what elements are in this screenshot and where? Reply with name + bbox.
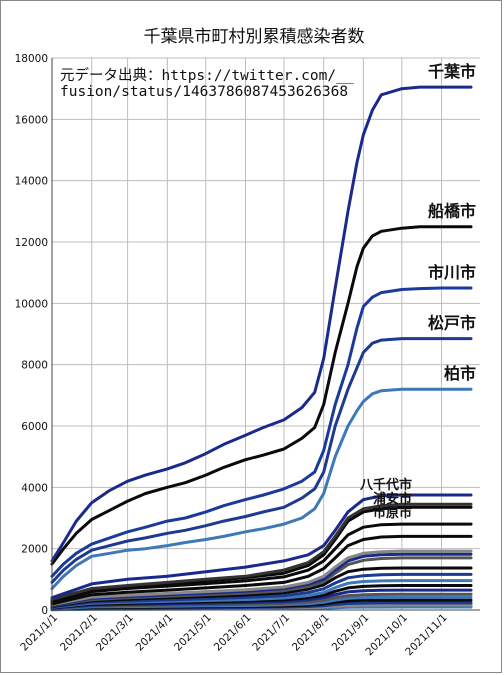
y-tick-label: 4000	[21, 482, 48, 494]
y-tick-label: 2000	[21, 544, 48, 556]
x-tick-label: 2021/2/1	[58, 612, 100, 654]
source-note-line1: 元データ出典：https://twitter.com/__	[60, 66, 354, 84]
series-line-松戸市	[50, 337, 473, 584]
series-label-市原市: 市原市	[373, 505, 412, 521]
series-label-浦安市: 浦安市	[373, 491, 412, 507]
series-line-八千代市	[50, 493, 473, 600]
series-label-船橋市: 船橋市	[428, 202, 476, 221]
series-label-八千代市: 八千代市	[359, 477, 412, 493]
chart-title: 千葉県市町村別累積感染者数	[144, 27, 365, 47]
x-tick-label: 2021/7/1	[250, 612, 292, 654]
series-line-千葉市	[50, 85, 473, 563]
x-tick-label: 2021/1/1	[18, 612, 60, 654]
y-tick-label: 12000	[15, 237, 48, 249]
y-tick-label: 16000	[15, 114, 48, 126]
series-label-千葉市: 千葉市	[428, 62, 476, 81]
series-line	[50, 534, 473, 606]
series-line	[50, 572, 473, 609]
series-label-市川市: 市川市	[428, 263, 476, 282]
x-tick-labels: 2021/1/12021/2/12021/3/12021/4/12021/5/1…	[18, 612, 449, 659]
grid-lines	[51, 57, 480, 611]
y-tick-label: 0	[41, 605, 48, 617]
x-tick-label: 2021/11/1	[403, 612, 450, 659]
y-tick-label: 14000	[15, 176, 48, 188]
series-line-市川市	[50, 286, 473, 578]
series-lines	[50, 85, 473, 612]
x-tick-label: 2021/4/1	[134, 612, 176, 654]
y-tick-label: 10000	[15, 298, 48, 310]
series-line-浦安市	[50, 502, 473, 601]
series-label-松戸市: 松戸市	[428, 314, 476, 333]
x-tick-label: 2021/8/1	[290, 612, 332, 654]
series-line-柏市	[50, 387, 473, 590]
series-line	[50, 566, 473, 608]
x-tick-label: 2021/10/1	[363, 612, 410, 659]
y-tick-labels: 0 2000 4000 6000 8000 10000 12000 14000 16000 180…	[15, 53, 48, 617]
series-line	[50, 549, 473, 606]
y-tick-label: 6000	[21, 421, 48, 433]
x-tick-label: 2021/6/1	[212, 612, 254, 654]
y-tick-label: 18000	[15, 53, 48, 65]
series-label-柏市: 柏市	[444, 364, 476, 383]
series-line-船橋市	[50, 225, 473, 566]
x-tick-label: 2021/5/1	[172, 612, 214, 654]
series-line	[50, 522, 473, 604]
y-tick-label: 8000	[21, 360, 48, 372]
axes	[51, 58, 480, 611]
source-note-line2: fusion/status/1463786087453626368	[60, 84, 348, 100]
x-tick-label: 2021/3/1	[94, 612, 136, 654]
